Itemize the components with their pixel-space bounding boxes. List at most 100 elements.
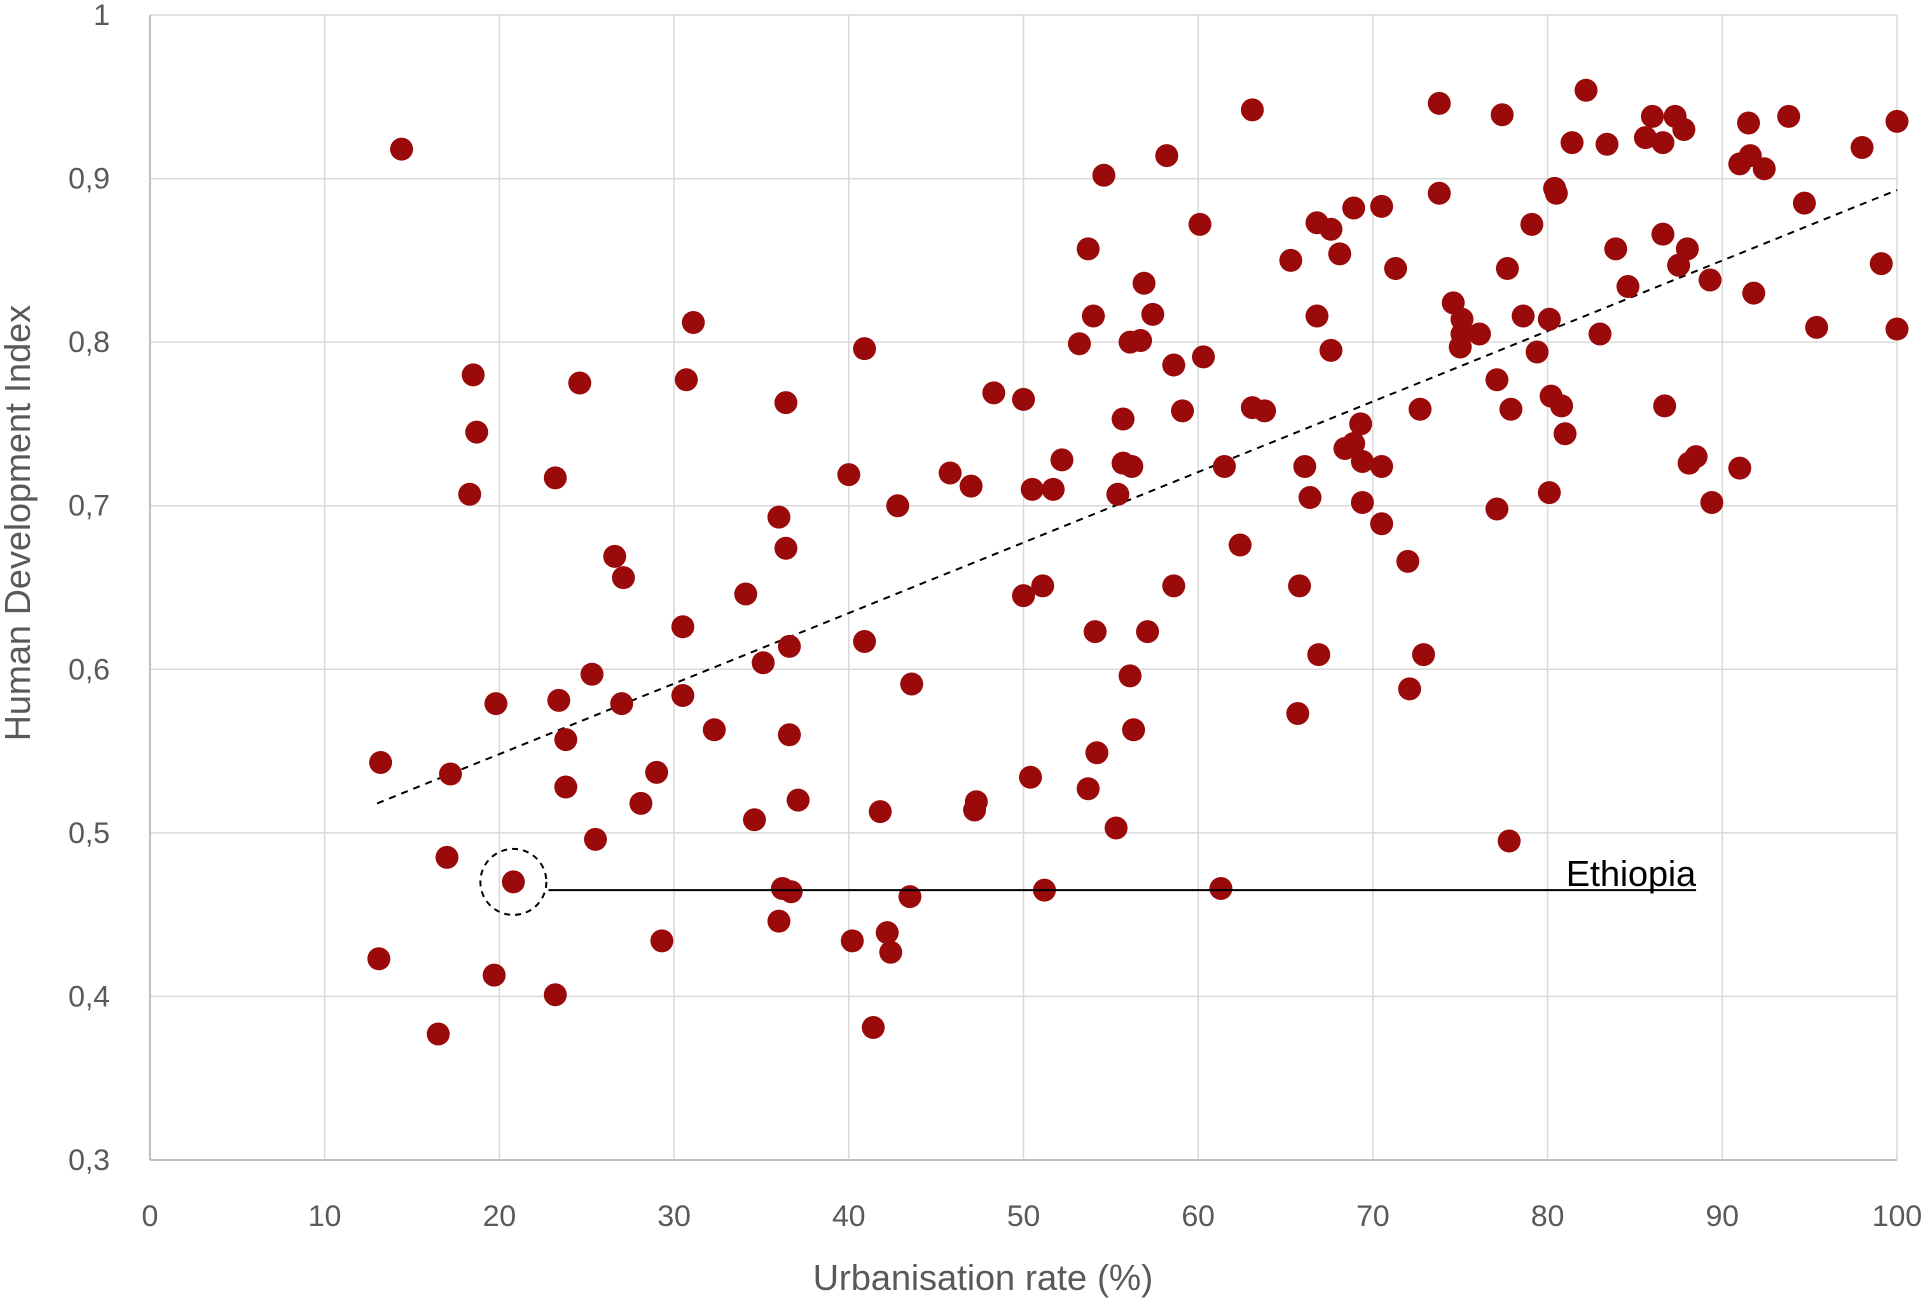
data-point: [1499, 397, 1523, 421]
data-point: [1651, 222, 1675, 246]
data-point: [1511, 304, 1535, 328]
x-tick-label: 100: [1872, 1200, 1922, 1233]
data-point: [1537, 481, 1561, 505]
data-point: [458, 482, 482, 506]
data-point: [1188, 212, 1212, 236]
data-point: [1497, 829, 1521, 853]
data-point: [1342, 432, 1366, 456]
data-point: [886, 494, 910, 518]
data-point: [1553, 422, 1577, 446]
data-point: [671, 683, 695, 707]
data-point: [1118, 664, 1142, 688]
data-point: [1018, 765, 1042, 789]
data-point: [1869, 252, 1893, 276]
data-point: [1370, 512, 1394, 536]
data-point: [580, 662, 604, 686]
x-tick-label: 40: [832, 1200, 865, 1233]
data-point: [1155, 144, 1179, 168]
data-point: [1328, 242, 1352, 266]
data-point: [501, 870, 525, 894]
highlight-circle: [479, 847, 548, 916]
axes: [149, 15, 1897, 1161]
annotation-label-ethiopia: Ethiopia: [1566, 853, 1697, 894]
y-tick-label: 0,3: [68, 1144, 110, 1177]
x-tick-label: 0: [142, 1200, 159, 1233]
data-point: [390, 137, 414, 161]
data-point: [1305, 304, 1329, 328]
data-point: [786, 788, 810, 812]
data-point: [774, 391, 798, 415]
data-point: [767, 505, 791, 529]
x-tick-label: 50: [1007, 1200, 1040, 1233]
data-point: [1279, 248, 1303, 272]
data-point: [1698, 268, 1722, 292]
data-point: [543, 983, 567, 1007]
data-point: [629, 791, 653, 815]
data-point: [645, 760, 669, 784]
data-point: [1742, 281, 1766, 305]
data-point: [650, 929, 674, 953]
data-point: [674, 368, 698, 392]
data-point: [482, 963, 506, 987]
data-point: [1085, 741, 1109, 765]
data-point: [1012, 387, 1035, 411]
data-point: [671, 615, 695, 639]
data-point: [1490, 103, 1514, 127]
data-point: [898, 885, 922, 909]
data-point: [1111, 407, 1135, 431]
data-point: [435, 845, 459, 869]
data-points: [367, 78, 1909, 1046]
data-point: [1170, 399, 1194, 423]
data-point: [1427, 181, 1451, 205]
data-point: [959, 474, 983, 498]
y-axis-title: Human Development Index: [0, 305, 38, 741]
data-point: [1081, 304, 1105, 328]
data-point: [611, 566, 635, 590]
data-point: [1092, 163, 1116, 187]
data-point: [1240, 98, 1264, 122]
data-point: [840, 929, 864, 953]
data-point: [426, 1022, 450, 1046]
data-point: [1525, 340, 1549, 364]
data-point: [1319, 217, 1343, 241]
y-tick-labels: 0,3 0,4 0,5 0,6 0,7 0,8 0,9 1: [68, 0, 110, 1177]
data-point: [1076, 237, 1100, 261]
data-point: [1595, 132, 1619, 156]
data-point: [1485, 368, 1509, 392]
data-point: [1560, 131, 1584, 155]
y-tick-label: 0,5: [68, 817, 110, 850]
data-point: [1293, 454, 1317, 478]
x-tick-label: 70: [1356, 1200, 1389, 1233]
x-tick-label: 20: [483, 1200, 516, 1233]
data-point: [610, 692, 634, 716]
x-tick-label: 90: [1706, 1200, 1739, 1233]
data-point: [900, 672, 924, 696]
data-point: [1398, 677, 1422, 701]
x-tick-labels: 0 10 20 30 40 50 60 70 80 90 100: [142, 1200, 1922, 1233]
data-point: [861, 1016, 885, 1040]
data-point: [774, 536, 798, 560]
data-point: [603, 544, 627, 568]
data-point: [1396, 549, 1420, 573]
data-point: [777, 634, 801, 658]
data-point: [879, 940, 903, 964]
data-point: [1050, 448, 1074, 472]
x-tick-label: 60: [1182, 1200, 1215, 1233]
data-point: [1616, 275, 1640, 299]
data-point: [1495, 257, 1519, 281]
data-point: [1319, 338, 1343, 362]
data-point: [543, 466, 567, 490]
x-axis-title: Urbanisation rate (%): [813, 1257, 1153, 1298]
data-point: [1162, 574, 1186, 598]
data-point: [1209, 876, 1233, 900]
data-point: [1728, 456, 1752, 480]
data-point: [1162, 353, 1186, 377]
x-tick-label: 10: [308, 1200, 341, 1233]
data-point: [853, 337, 877, 361]
data-point: [1286, 701, 1310, 725]
data-point: [1067, 332, 1091, 356]
data-point: [1076, 777, 1100, 801]
x-tick-label: 30: [657, 1200, 690, 1233]
data-point: [1737, 111, 1761, 135]
